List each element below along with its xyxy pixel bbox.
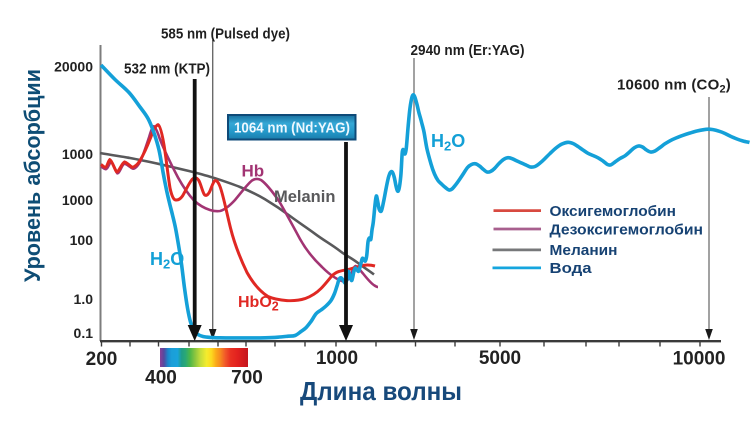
svg-text:100: 100 bbox=[70, 232, 94, 248]
svg-text:Hb: Hb bbox=[242, 162, 265, 181]
svg-text:10600 nm (CO2): 10600 nm (CO2) bbox=[617, 77, 731, 96]
svg-text:H2O: H2O bbox=[150, 249, 184, 272]
svg-text:400: 400 bbox=[145, 368, 177, 389]
svg-text:700: 700 bbox=[231, 368, 263, 389]
svg-text:10000: 10000 bbox=[673, 349, 726, 370]
svg-text:Оксигемоглобин: Оксигемоглобин bbox=[550, 204, 677, 220]
svg-text:2940 nm (Er:YAG): 2940 nm (Er:YAG) bbox=[411, 42, 525, 59]
svg-text:H2O: H2O bbox=[431, 131, 465, 154]
svg-text:HbO2: HbO2 bbox=[238, 294, 279, 314]
svg-text:Вода: Вода bbox=[550, 261, 593, 277]
svg-text:Меланин: Меланин bbox=[550, 243, 618, 259]
svg-text:20000: 20000 bbox=[54, 59, 93, 75]
svg-text:585 nm (Pulsed dye): 585 nm (Pulsed dye) bbox=[161, 26, 290, 43]
svg-text:Melanin: Melanin bbox=[274, 188, 335, 206]
svg-text:Длина волны: Длина волны bbox=[300, 376, 462, 406]
svg-text:1000: 1000 bbox=[316, 348, 358, 369]
svg-text:0.1: 0.1 bbox=[74, 325, 94, 341]
svg-text:5000: 5000 bbox=[479, 348, 521, 369]
svg-text:532 nm (KTP): 532 nm (KTP) bbox=[124, 61, 210, 78]
svg-text:Уровень абсорбции: Уровень абсорбции bbox=[20, 69, 45, 282]
svg-text:1.0: 1.0 bbox=[74, 291, 94, 307]
svg-text:Дезоксигемоглобин: Дезоксигемоглобин bbox=[550, 222, 704, 238]
svg-text:1000: 1000 bbox=[62, 192, 93, 208]
svg-text:200: 200 bbox=[86, 349, 118, 370]
svg-text:1000: 1000 bbox=[62, 146, 93, 162]
svg-text:1064 nm (Nd:YAG): 1064 nm (Nd:YAG) bbox=[234, 120, 350, 137]
